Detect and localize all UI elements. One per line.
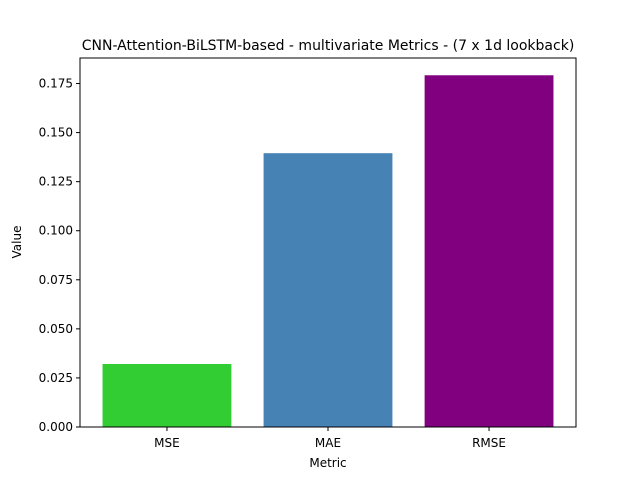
y-tick-label: 0.000 — [39, 420, 73, 434]
x-tick-label: MSE — [154, 436, 180, 450]
bar-mse — [102, 363, 232, 427]
x-tick-label: MAE — [315, 436, 341, 450]
y-axis-ticks: 0.000 0.025 0.050 0.075 0.100 0.125 0.150 0.175 — [39, 77, 80, 434]
y-axis-label: Value — [10, 226, 24, 259]
y-tick-label: 0.050 — [39, 322, 73, 336]
y-tick-label: 0.125 — [39, 175, 73, 189]
chart-title: CNN-Attention-BiLSTM-based - multivariat… — [82, 38, 575, 54]
y-tick-label: 0.175 — [39, 77, 73, 91]
y-tick-label: 0.025 — [39, 371, 73, 385]
x-tick-label: RMSE — [472, 436, 506, 450]
bar-rmse — [424, 75, 554, 427]
x-axis-label: Metric — [309, 456, 346, 470]
plot-frame — [79, 57, 577, 428]
bars-group — [102, 75, 554, 427]
bar-mae — [263, 153, 393, 427]
x-axis-ticks: MSE MAE RMSE — [154, 427, 506, 450]
y-tick-label: 0.075 — [39, 273, 73, 287]
y-tick-label: 0.100 — [39, 224, 73, 238]
y-tick-label: 0.150 — [39, 126, 73, 140]
